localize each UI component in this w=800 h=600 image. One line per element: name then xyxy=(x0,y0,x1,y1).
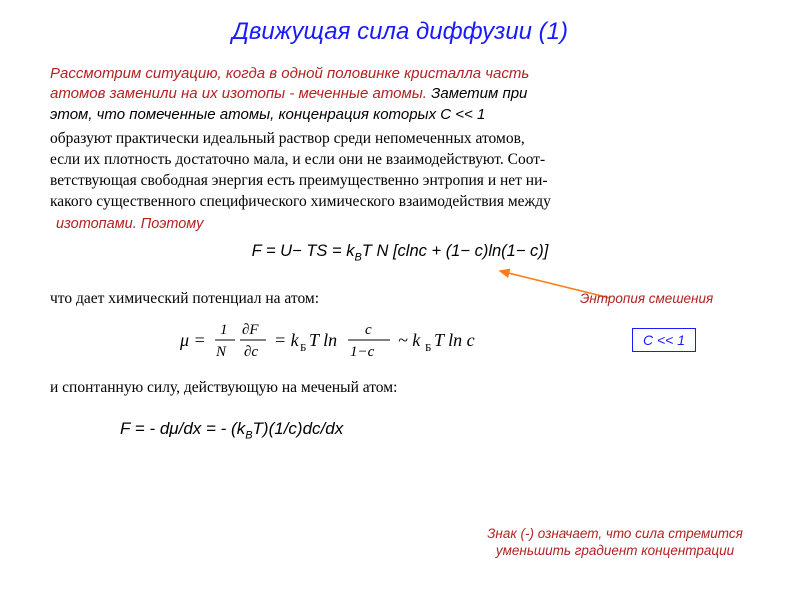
serif-line-1: образуют практически идеальный раствор с… xyxy=(50,130,525,147)
slide-container: Движущая сила диффузии (1) Рассмотрим си… xyxy=(0,0,800,600)
svg-text:c: c xyxy=(365,322,372,338)
entropy-label: Энтропия смешения xyxy=(580,291,713,306)
intro-line-1: Рассмотрим ситуацию, когда в одной полов… xyxy=(50,65,529,82)
svg-text:1−c: 1−c xyxy=(350,344,375,360)
svg-text:μ =: μ = xyxy=(180,330,206,350)
serif-spontaneous-force: и спонтанную силу, действующую на мечены… xyxy=(50,379,750,397)
serif-paragraph: образуют практически идеальный раствор с… xyxy=(50,129,750,213)
equation-free-energy: F = U− TS = kBT N [clnc + (1− c)ln(1− c)… xyxy=(50,242,750,263)
intro-line-3a: Заметим при xyxy=(431,85,527,102)
svg-text:Б: Б xyxy=(425,342,431,354)
sign-note: Знак (-) означает, что сила стремится ум… xyxy=(485,525,745,560)
slide-title: Движущая сила диффузии (1) xyxy=(50,18,750,46)
svg-text:∂c: ∂c xyxy=(244,344,258,360)
condition-box: C << 1 xyxy=(632,328,696,352)
intro-line-3b: этом, что помеченные атомы, конценрация … xyxy=(50,106,436,123)
svg-text:T ln: T ln xyxy=(309,330,337,350)
serif-line-4: какого существенного специфического хими… xyxy=(50,193,551,210)
svg-text:T ln c: T ln c xyxy=(434,330,475,350)
svg-text:Б: Б xyxy=(300,342,306,354)
svg-text:N: N xyxy=(215,344,227,360)
serif-line-3: ветствующая свободная энергия есть преим… xyxy=(50,172,548,189)
isotopes-text: изотопами. Поэтому xyxy=(56,216,750,232)
intro-text: Рассмотрим ситуацию, когда в одной полов… xyxy=(50,64,750,125)
serif-line-2: если их плотность достаточно мала, и есл… xyxy=(50,151,545,168)
intro-c: С << 1 xyxy=(440,106,485,123)
intro-line-2: атомов заменили на их изотопы - меченные… xyxy=(50,85,427,102)
svg-text:1: 1 xyxy=(220,322,228,338)
svg-text:~ k: ~ k xyxy=(398,330,421,350)
svg-text:= k: = k xyxy=(274,330,300,350)
equation-force: F = - dμ/dx = - (kBT)(1/c)dc/dx xyxy=(120,419,750,441)
svg-text:∂F: ∂F xyxy=(242,322,259,338)
